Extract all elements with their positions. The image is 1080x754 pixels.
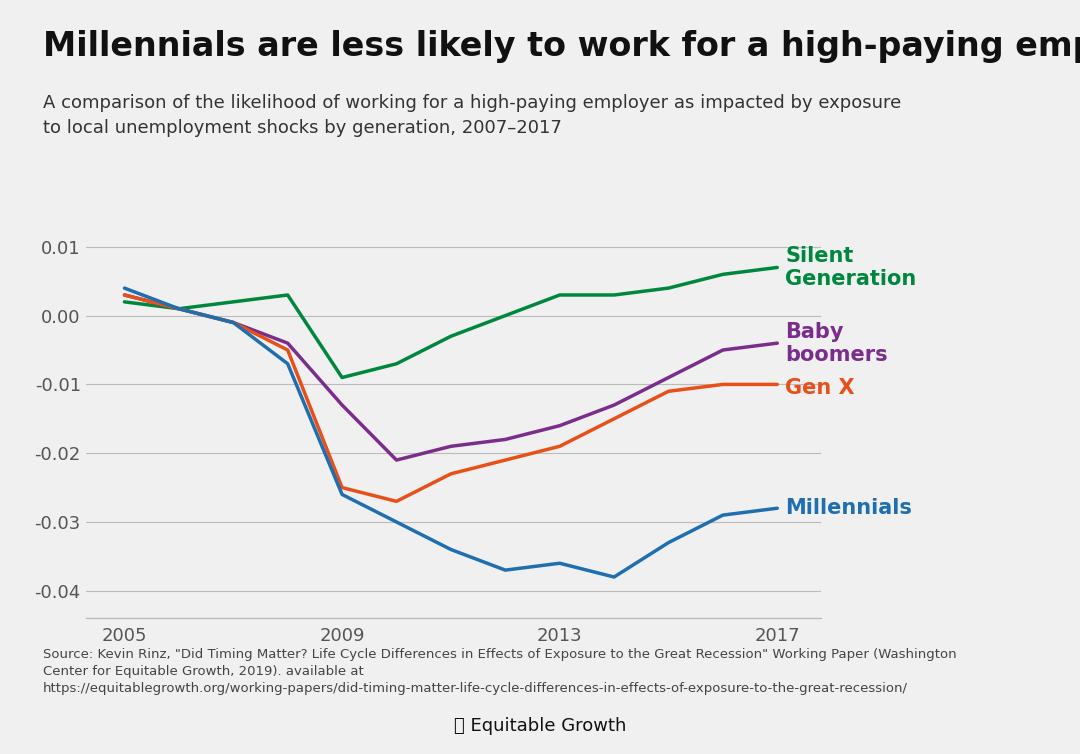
Text: Gen X: Gen X <box>785 378 855 398</box>
Text: ✨ Equitable Growth: ✨ Equitable Growth <box>454 717 626 735</box>
Text: A comparison of the likelihood of working for a high-paying employer as impacted: A comparison of the likelihood of workin… <box>43 94 902 137</box>
Text: Source: Kevin Rinz, "Did Timing Matter? Life Cycle Differences in Effects of Exp: Source: Kevin Rinz, "Did Timing Matter? … <box>43 648 957 695</box>
Text: Silent
Generation: Silent Generation <box>785 246 917 289</box>
Text: Millennials are less likely to work for a high-paying employer: Millennials are less likely to work for … <box>43 30 1080 63</box>
Text: Baby
boomers: Baby boomers <box>785 321 888 365</box>
Text: Millennials: Millennials <box>785 498 913 518</box>
